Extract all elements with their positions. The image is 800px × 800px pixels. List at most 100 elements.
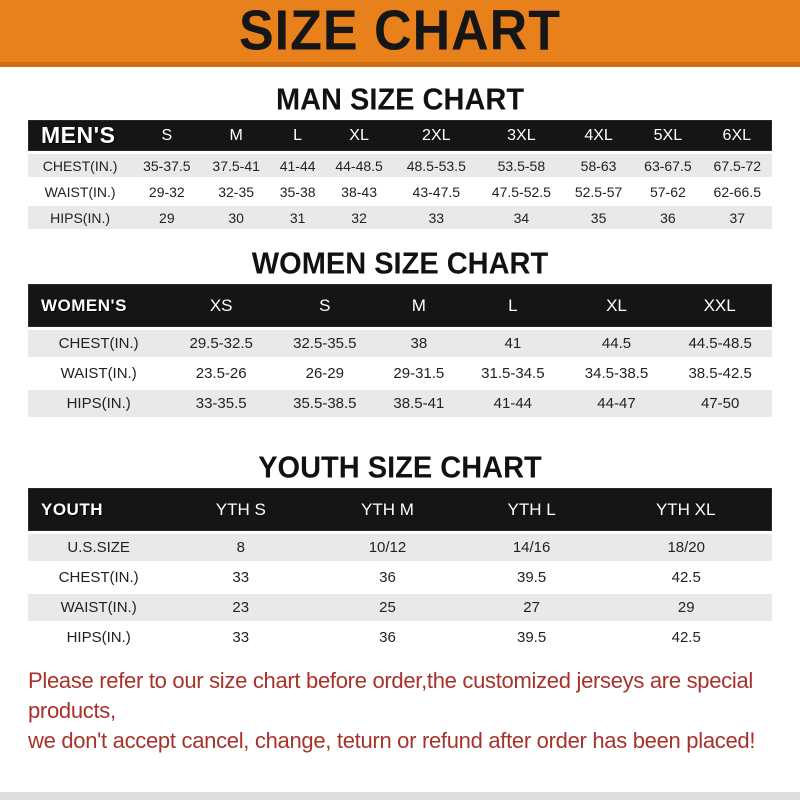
table-row: WAIST(IN.) 23.5-26 26-29 29-31.5 31.5-34.5 34… bbox=[28, 360, 772, 387]
column-header: XS bbox=[169, 284, 273, 327]
column-header: M bbox=[376, 284, 462, 327]
size-cell: 14/16 bbox=[512, 539, 551, 556]
size-cell: 10/12 bbox=[368, 539, 407, 556]
table-row: U.S.SIZE 8 10/12 14/16 18/20 bbox=[28, 534, 772, 561]
row-label: CHEST(IN.) bbox=[42, 157, 118, 174]
row-label: CHEST(IN.) bbox=[58, 569, 139, 586]
table-row: CHEST(IN.) 35-37.5 37.5-41 41-44 44-48.5 48.5… bbox=[28, 154, 772, 177]
table-row: HIPS(IN.) 33-35.5 35.5-38.5 38.5-41 41-44 44-… bbox=[28, 390, 772, 417]
size-cell: 37 bbox=[729, 209, 746, 226]
size-cell: 34.5-38.5 bbox=[584, 365, 649, 382]
table-row: CHEST(IN.) 29.5-32.5 32.5-35.5 38 41 44.5 44.5… bbox=[28, 330, 772, 357]
size-cell: 41 bbox=[504, 335, 522, 352]
column-header: XL bbox=[324, 120, 394, 151]
row-label: WAIST(IN.) bbox=[60, 599, 137, 616]
women-section-title: WOMEN SIZE CHART bbox=[251, 247, 549, 281]
bottom-gray-bar bbox=[0, 792, 800, 800]
size-cell: 52.5-57 bbox=[574, 183, 623, 200]
youth-section-title: YOUTH SIZE CHART bbox=[258, 451, 542, 485]
size-cell: 18/20 bbox=[667, 539, 705, 556]
men-section-title: MAN SIZE CHART bbox=[275, 83, 525, 117]
size-cell: 35.5-38.5 bbox=[293, 395, 357, 412]
size-cell: 29-31.5 bbox=[393, 365, 445, 382]
men-table-body: CHEST(IN.) 35-37.5 37.5-41 41-44 44-48.5 48.5… bbox=[28, 154, 772, 229]
men-table-header: MEN'S S M L XL 2XL 3XL 4XL 5XL 6XL bbox=[28, 120, 772, 151]
men-size-table: MEN'S S M L XL 2XL 3XL 4XL 5XL 6XL CHEST(IN.) 35-3… bbox=[28, 117, 772, 232]
size-cell: 35-38 bbox=[279, 183, 316, 200]
row-label: HIPS(IN.) bbox=[50, 209, 111, 226]
column-header: S bbox=[132, 120, 202, 151]
column-header: L bbox=[270, 120, 325, 151]
column-header: 5XL bbox=[633, 120, 703, 151]
size-cell: 57-62 bbox=[649, 183, 686, 200]
row-label: WAIST(IN.) bbox=[60, 365, 137, 382]
size-cell: 47.5-52.5 bbox=[491, 183, 551, 200]
size-cell: 39.5 bbox=[516, 629, 547, 646]
size-cell: 38-43 bbox=[341, 183, 377, 200]
youth-size-table: YOUTH YTH S YTH M YTH L YTH XL U.S.SIZE 8 10/1… bbox=[28, 485, 772, 654]
size-cell: 67.5-72 bbox=[713, 157, 762, 174]
table-header-row: YOUTH YTH S YTH M YTH L YTH XL bbox=[28, 488, 772, 531]
size-cell: 25 bbox=[379, 599, 396, 616]
size-cell: 36 bbox=[379, 569, 396, 586]
women-table-body: CHEST(IN.) 29.5-32.5 32.5-35.5 38 41 44.5 44.5… bbox=[28, 330, 772, 417]
size-cell: 38.5-41 bbox=[393, 395, 445, 412]
size-cell: 44-48.5 bbox=[335, 157, 383, 174]
size-cell: 42.5 bbox=[671, 629, 701, 646]
size-cell: 47-50 bbox=[700, 395, 740, 412]
size-cell: 48.5-53.5 bbox=[406, 157, 466, 174]
column-header: 4XL bbox=[563, 120, 634, 151]
row-label: HIPS(IN.) bbox=[66, 629, 131, 646]
row-label: HIPS(IN.) bbox=[66, 395, 131, 412]
column-header: XL bbox=[564, 284, 669, 327]
size-cell: 38 bbox=[410, 335, 428, 352]
row-label: WAIST(IN.) bbox=[44, 183, 116, 200]
women-size-table: WOMEN'S XS S M L XL XXL CHEST(IN.) 29.5-32.5 32.… bbox=[28, 281, 772, 420]
section-youth: YOUTH SIZE CHART YOUTH YTH S YTH M YTH L YTH… bbox=[0, 451, 800, 654]
size-cell: 36 bbox=[660, 209, 676, 226]
size-cell: 29 bbox=[677, 599, 695, 616]
table-row: CHEST(IN.) 33 36 39.5 42.5 bbox=[28, 564, 772, 591]
size-cell: 63-67.5 bbox=[644, 157, 692, 174]
size-cell: 29 bbox=[159, 209, 175, 226]
size-cell: 41-44 bbox=[493, 395, 533, 412]
size-cell: 36 bbox=[379, 629, 396, 646]
size-chart-banner: SIZE CHART bbox=[0, 0, 800, 67]
size-cell: 30 bbox=[228, 209, 244, 226]
column-header: S bbox=[273, 284, 377, 327]
youth-table-body: U.S.SIZE 8 10/12 14/16 18/20 CHEST(IN.) 33 36 39… bbox=[28, 534, 772, 651]
table-row: WAIST(IN.) 29-32 32-35 35-38 38-43 43-47.5 47.… bbox=[28, 180, 772, 203]
size-cell: 26-29 bbox=[305, 365, 344, 382]
table-row: WAIST(IN.) 23 25 27 29 bbox=[28, 594, 772, 621]
table-corner-label: YOUTH bbox=[28, 488, 170, 531]
table-corner-label: MEN'S bbox=[28, 120, 133, 151]
table-corner-label: WOMEN'S bbox=[28, 284, 170, 327]
size-cell: 53.5-58 bbox=[497, 157, 546, 174]
size-cell: 44.5 bbox=[601, 335, 632, 352]
size-cell: 37.5-41 bbox=[212, 157, 260, 174]
youth-table-header: YOUTH YTH S YTH M YTH L YTH XL bbox=[28, 488, 772, 531]
size-cell: 23 bbox=[232, 599, 250, 616]
size-cell: 38.5-42.5 bbox=[688, 365, 752, 382]
size-cell: 32.5-35.5 bbox=[293, 335, 357, 352]
size-cell: 31.5-34.5 bbox=[481, 365, 545, 382]
size-cell: 29-32 bbox=[148, 183, 185, 200]
size-cell: 39.5 bbox=[516, 569, 547, 586]
size-cell: 44.5-48.5 bbox=[688, 335, 752, 352]
banner-title: SIZE CHART bbox=[239, 0, 561, 63]
column-header: XXL bbox=[668, 284, 772, 327]
women-table-header: WOMEN'S XS S M L XL XXL bbox=[28, 284, 772, 327]
column-header: YTH L bbox=[462, 488, 601, 531]
size-cell: 32-35 bbox=[218, 183, 255, 200]
table-row: HIPS(IN.) 33 36 39.5 42.5 bbox=[28, 624, 772, 651]
size-cell: 29.5-32.5 bbox=[189, 335, 253, 352]
column-header: YTH M bbox=[312, 488, 463, 531]
size-cell: 62-66.5 bbox=[713, 183, 762, 200]
size-cell: 8 bbox=[236, 539, 245, 556]
column-header: 2XL bbox=[393, 120, 479, 151]
column-header: 3XL bbox=[478, 120, 564, 151]
size-cell: 34 bbox=[513, 209, 530, 226]
size-cell: 43-47.5 bbox=[412, 183, 461, 200]
size-cell: 27 bbox=[523, 599, 540, 616]
table-header-row: MEN'S S M L XL 2XL 3XL 4XL 5XL 6XL bbox=[28, 120, 772, 151]
